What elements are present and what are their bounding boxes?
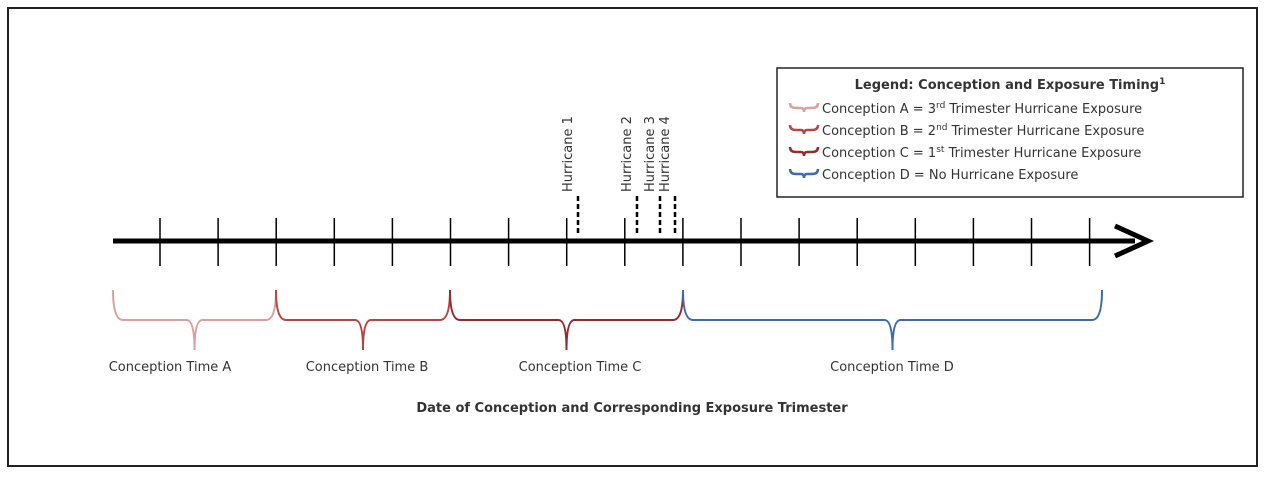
legend-item-text: Conception B = 2 [822,124,936,139]
period-brace [112,289,277,351]
legend-item-sup: rd [936,101,945,111]
legend-item-text: Conception C = 1 [822,146,936,161]
period-brace [275,289,451,351]
hurricane-label: Hurricane 3 [643,116,658,192]
hurricane-label: Hurricane 1 [561,116,576,192]
period-label: Conception Time A [109,360,232,375]
hurricane-label: Hurricane 4 [658,116,673,192]
legend-brace [788,146,820,157]
timeline-arrow [1113,223,1155,259]
period-brace [449,289,684,351]
legend-item: Conception D = No Hurricane Exposure [822,168,1078,183]
legend-item: Conception C = 1st Trimester Hurricane E… [822,145,1141,161]
legend-box [776,67,1244,198]
legend-item-text: Trimester Hurricane Exposure [945,102,1142,117]
axis-title: Date of Conception and Corresponding Exp… [416,401,848,416]
legend-item-text: Trimester Hurricane Exposure [947,124,1144,139]
hurricane-label: Hurricane 2 [620,116,635,192]
legend-item-sup: st [936,145,945,155]
period-brace [682,289,1103,351]
legend-brace [788,168,820,179]
legend-brace [788,124,820,135]
period-label: Conception Time D [830,360,954,375]
period-label: Conception Time B [306,360,429,375]
legend-item: Conception B = 2nd Trimester Hurricane E… [822,123,1144,139]
legend-item: Conception A = 3rd Trimester Hurricane E… [822,101,1142,117]
legend-brace [788,102,820,113]
legend-item-text: Conception D = No Hurricane Exposure [822,168,1078,183]
period-label: Conception Time C [519,360,642,375]
legend-title-sup: 1 [1159,77,1165,87]
legend-title-text: Legend: Conception and Exposure Timing [855,78,1159,93]
legend-item-text: Conception A = 3 [822,102,936,117]
legend-item-text: Trimester Hurricane Exposure [944,146,1141,161]
legend-item-sup: nd [936,123,947,133]
legend-title: Legend: Conception and Exposure Timing1 [855,77,1166,93]
